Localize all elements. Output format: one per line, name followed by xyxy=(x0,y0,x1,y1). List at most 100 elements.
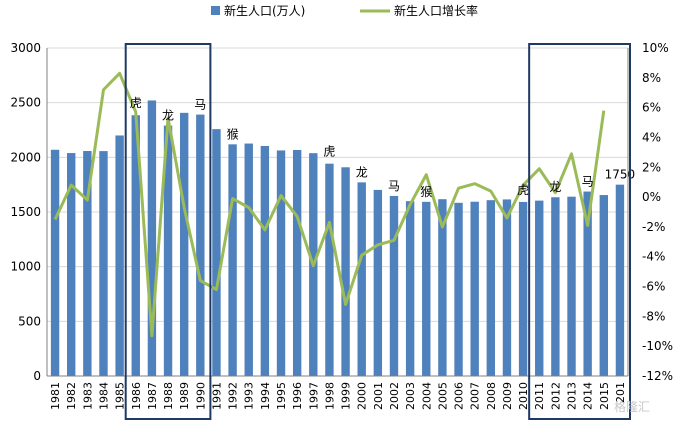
bar xyxy=(292,150,302,376)
bar xyxy=(357,182,366,376)
bar xyxy=(163,125,173,376)
bar xyxy=(486,200,496,376)
x-tick-label: 1996 xyxy=(291,382,304,410)
y-axis-left-ticks: 0 500 1000 1500 2000 2500 3000 xyxy=(10,41,41,383)
x-tick-label: 2012 xyxy=(549,382,562,410)
annotation-label: 虎 xyxy=(517,183,529,197)
x-tick-label: 1994 xyxy=(259,382,272,410)
y-right-tick-label: 0% xyxy=(642,190,661,204)
watermark: 格隆汇 xyxy=(614,399,650,414)
bar xyxy=(422,201,431,376)
x-tick-label: 2000 xyxy=(356,382,369,410)
x-tick-label: 2013 xyxy=(566,382,579,410)
y-axis-right-ticks: -12% -10% -8% -6% -4% -2% 0% 2% 4% 6% 8% 10% xyxy=(642,41,673,383)
y-left-tick-label: 500 xyxy=(18,314,41,328)
highlight-box xyxy=(528,43,632,420)
y-right-tick-label: -10% xyxy=(642,339,673,353)
bar xyxy=(373,189,383,376)
x-tick-label: 2015 xyxy=(598,382,611,410)
x-tick-label: 1986 xyxy=(130,382,143,410)
bar xyxy=(260,145,270,376)
annotation-label: 马 xyxy=(194,98,206,112)
x-tick-label: 1988 xyxy=(162,382,175,410)
annotation-label: 马 xyxy=(388,179,400,193)
x-tick-label: 1997 xyxy=(307,382,320,410)
bar xyxy=(325,163,334,376)
annotation-label: 猴 xyxy=(420,185,432,199)
bar xyxy=(470,201,479,376)
bar xyxy=(615,184,625,376)
annotation-label: 龙 xyxy=(549,180,561,194)
y-right-tick-label: -8% xyxy=(642,309,665,323)
legend-label-births: 新生人口(万人) xyxy=(224,3,305,18)
x-tick-label: 1983 xyxy=(81,382,94,410)
y-left-tick-label: 0 xyxy=(33,369,41,383)
x-tick-label: 2003 xyxy=(404,382,417,410)
y-right-tick-label: 10% xyxy=(642,41,669,55)
bar xyxy=(341,167,350,376)
y-right-tick-label: -12% xyxy=(642,369,673,383)
bar xyxy=(599,195,608,376)
zodiac-annotations: 虎龙马猴虎龙马猴虎龙马 1750 xyxy=(130,96,635,199)
bar xyxy=(212,129,221,376)
bar xyxy=(115,135,124,376)
annotation-label: 龙 xyxy=(356,165,368,179)
annotation-label: 猴 xyxy=(227,127,239,141)
x-tick-label: 1984 xyxy=(97,382,110,410)
bar xyxy=(502,199,512,376)
y-right-tick-label: 2% xyxy=(642,160,661,174)
bar xyxy=(147,100,157,376)
legend: 新生人口(万人) 新生人口增长率 xyxy=(211,3,478,18)
bar xyxy=(67,153,76,376)
x-tick-label: 1990 xyxy=(194,382,207,410)
bar xyxy=(518,201,528,376)
y-left-tick-label: 1500 xyxy=(10,205,41,219)
bar xyxy=(535,200,544,376)
bar xyxy=(99,151,108,376)
x-tick-label: 201 xyxy=(614,382,627,403)
x-tick-label: 1981 xyxy=(49,382,62,410)
bar xyxy=(196,114,205,377)
bar xyxy=(228,144,237,376)
line-series-growth xyxy=(53,71,606,338)
bar xyxy=(50,149,60,376)
y-right-tick-label: 6% xyxy=(642,101,661,115)
x-tick-label: 1987 xyxy=(146,382,159,410)
x-tick-label: 2008 xyxy=(485,382,498,410)
bar xyxy=(405,201,415,376)
growth-line xyxy=(53,71,606,338)
bar xyxy=(131,115,140,377)
x-tick-label: 1992 xyxy=(227,382,240,410)
axes xyxy=(46,48,629,377)
y-right-tick-label: -2% xyxy=(642,220,665,234)
x-tick-label: 2001 xyxy=(372,382,385,410)
legend-swatch-births xyxy=(211,6,220,15)
x-tick-label: 1998 xyxy=(323,382,336,410)
y-left-tick-label: 3000 xyxy=(10,41,41,55)
x-tick-label: 1995 xyxy=(275,382,288,410)
x-tick-label: 2014 xyxy=(582,382,595,410)
bar xyxy=(438,199,447,376)
x-tick-label: 2002 xyxy=(388,382,401,410)
x-tick-label: 1989 xyxy=(178,382,191,410)
y-right-tick-label: 8% xyxy=(642,71,661,85)
x-tick-label: 1985 xyxy=(114,382,127,410)
x-tick-label: 1991 xyxy=(210,382,223,410)
y-left-tick-label: 2500 xyxy=(10,96,41,110)
bar xyxy=(551,197,560,376)
x-tick-label: 2005 xyxy=(436,382,449,410)
bar xyxy=(567,196,576,376)
x-tick-label: 1982 xyxy=(65,382,78,410)
x-tick-label: 1999 xyxy=(340,382,353,410)
y-right-tick-label: -4% xyxy=(642,250,665,264)
highlight-box xyxy=(124,43,212,420)
annotation-label: 1750 xyxy=(605,168,636,182)
x-tick-label: 2010 xyxy=(517,382,530,410)
bar xyxy=(454,202,463,376)
bar xyxy=(179,112,189,377)
annotation-label: 马 xyxy=(582,175,594,189)
annotation-label: 虎 xyxy=(130,96,142,110)
x-tick-label: 2006 xyxy=(453,382,466,410)
annotation-label: 龙 xyxy=(162,109,174,123)
x-tick-label: 2007 xyxy=(469,382,482,410)
